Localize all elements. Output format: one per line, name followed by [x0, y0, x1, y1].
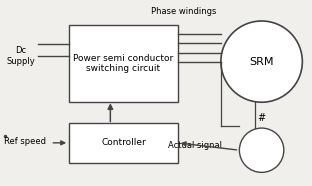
Text: Power semi conductor
switching circuit: Power semi conductor switching circuit [73, 54, 173, 73]
Text: Actual signal: Actual signal [168, 141, 222, 150]
FancyBboxPatch shape [69, 123, 178, 163]
Text: SRM: SRM [249, 57, 274, 67]
Text: Controller: Controller [101, 138, 146, 147]
Ellipse shape [239, 128, 284, 172]
FancyBboxPatch shape [69, 25, 178, 102]
Text: #: # [257, 113, 266, 124]
Text: Phase windings: Phase windings [151, 7, 217, 16]
Text: Ref speed: Ref speed [4, 137, 46, 146]
Text: Dc
Supply: Dc Supply [7, 46, 35, 66]
Ellipse shape [221, 21, 302, 102]
